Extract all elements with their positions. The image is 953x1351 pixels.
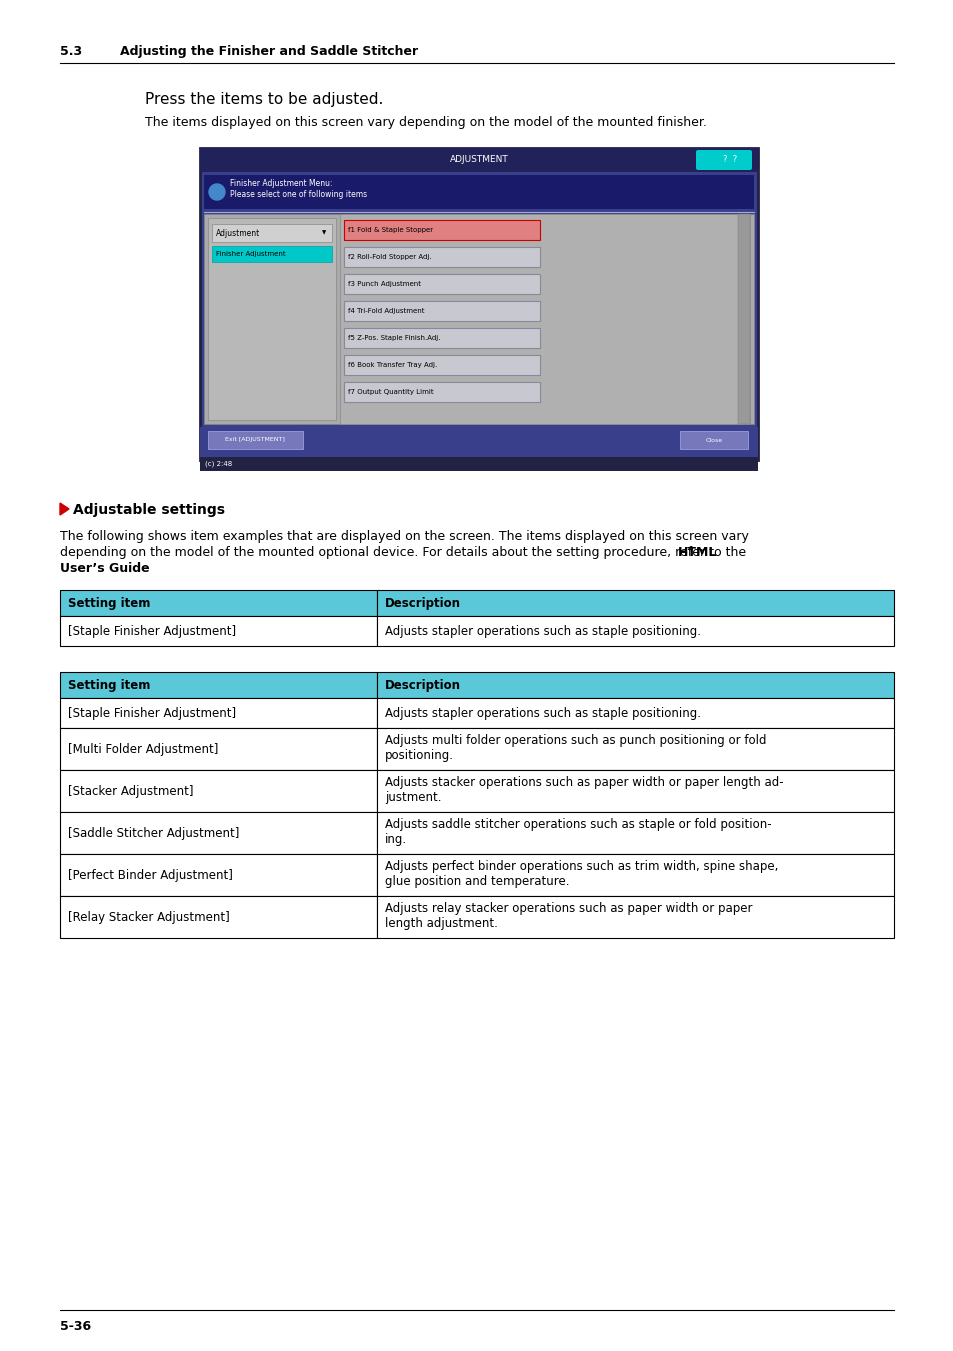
- Text: f6 Book Transfer Tray Adj.: f6 Book Transfer Tray Adj.: [348, 362, 436, 367]
- Text: Finisher Adjustment: Finisher Adjustment: [215, 251, 285, 257]
- Text: [Perfect Binder Adjustment]: [Perfect Binder Adjustment]: [68, 869, 233, 881]
- Bar: [679, 431, 747, 449]
- Text: (c) 2:48: (c) 2:48: [205, 461, 232, 467]
- Text: Adjusts multi folder operations such as punch positioning or fold
positioning.: Adjusts multi folder operations such as …: [384, 734, 765, 762]
- Text: [Staple Finisher Adjustment]: [Staple Finisher Adjustment]: [68, 707, 236, 720]
- Bar: [60, 616, 376, 646]
- Bar: [60, 728, 376, 770]
- Circle shape: [209, 184, 225, 200]
- Text: ▼: ▼: [322, 231, 326, 235]
- Text: 5-36: 5-36: [60, 1320, 91, 1333]
- Text: f2 Roll-Fold Stopper Adj.: f2 Roll-Fold Stopper Adj.: [348, 254, 431, 259]
- Bar: [344, 247, 539, 267]
- Text: .: .: [133, 562, 138, 576]
- Text: Adjustable settings: Adjustable settings: [73, 503, 225, 517]
- Text: i: i: [215, 186, 218, 197]
- Bar: [212, 246, 332, 262]
- Text: [Staple Finisher Adjustment]: [Staple Finisher Adjustment]: [68, 624, 236, 638]
- Bar: [376, 671, 893, 698]
- Text: Adjusts stapler operations such as staple positioning.: Adjusts stapler operations such as stapl…: [384, 624, 700, 638]
- Bar: [738, 213, 749, 424]
- Bar: [60, 698, 376, 728]
- Text: User’s Guide: User’s Guide: [60, 562, 150, 576]
- Text: [Stacker Adjustment]: [Stacker Adjustment]: [68, 785, 193, 797]
- Bar: [376, 616, 893, 646]
- Bar: [344, 355, 539, 376]
- Bar: [60, 770, 376, 812]
- Bar: [376, 698, 893, 728]
- Text: f1 Fold & Staple Stopper: f1 Fold & Staple Stopper: [348, 227, 433, 232]
- Text: f5 Z-Pos. Staple Finish.Adj.: f5 Z-Pos. Staple Finish.Adj.: [348, 335, 440, 340]
- Bar: [200, 427, 758, 457]
- Bar: [344, 328, 539, 349]
- Bar: [60, 896, 376, 938]
- Text: Adjusts perfect binder operations such as trim width, spine shape,
glue position: Adjusts perfect binder operations such a…: [384, 861, 778, 888]
- Text: Adjusting the Finisher and Saddle Stitcher: Adjusting the Finisher and Saddle Stitch…: [120, 45, 417, 58]
- Bar: [200, 149, 758, 172]
- Bar: [60, 812, 376, 854]
- Bar: [208, 218, 335, 420]
- Text: f4 Tri-Fold Adjustment: f4 Tri-Fold Adjustment: [348, 308, 424, 313]
- Text: Adjustment: Adjustment: [215, 228, 260, 238]
- Text: Exit [ADJUSTMENT]: Exit [ADJUSTMENT]: [225, 438, 285, 443]
- Text: HTML: HTML: [678, 546, 717, 559]
- Polygon shape: [60, 503, 69, 515]
- Text: [Relay Stacker Adjustment]: [Relay Stacker Adjustment]: [68, 911, 230, 924]
- Bar: [344, 274, 539, 295]
- Text: depending on the model of the mounted optional device. For details about the set: depending on the model of the mounted op…: [60, 546, 749, 559]
- Text: Finisher Adjustment Menu:: Finisher Adjustment Menu:: [230, 178, 333, 188]
- Bar: [200, 149, 758, 459]
- Bar: [376, 896, 893, 938]
- Text: ?  ?: ? ?: [722, 155, 737, 165]
- Text: Adjusts stapler operations such as staple positioning.: Adjusts stapler operations such as stapl…: [384, 707, 700, 720]
- Bar: [376, 590, 893, 616]
- Bar: [204, 213, 753, 424]
- Bar: [344, 382, 539, 403]
- Bar: [60, 671, 376, 698]
- Text: f3 Punch Adjustment: f3 Punch Adjustment: [348, 281, 420, 286]
- Text: Description: Description: [384, 678, 460, 692]
- Text: Please select one of following items: Please select one of following items: [230, 190, 367, 199]
- Bar: [376, 770, 893, 812]
- Text: The following shows item examples that are displayed on the screen. The items di: The following shows item examples that a…: [60, 530, 748, 543]
- Bar: [344, 220, 539, 240]
- Text: Adjusts relay stacker operations such as paper width or paper
length adjustment.: Adjusts relay stacker operations such as…: [384, 902, 752, 929]
- Bar: [212, 224, 332, 242]
- Bar: [344, 301, 539, 322]
- Bar: [60, 854, 376, 896]
- Text: [Multi Folder Adjustment]: [Multi Folder Adjustment]: [68, 743, 218, 755]
- Bar: [376, 854, 893, 896]
- Text: Press the items to be adjusted.: Press the items to be adjusted.: [145, 92, 383, 107]
- Text: Close: Close: [704, 438, 721, 443]
- Bar: [204, 176, 753, 209]
- Text: Adjusts stacker operations such as paper width or paper length ad-
justment.: Adjusts stacker operations such as paper…: [384, 775, 782, 804]
- Bar: [200, 457, 758, 471]
- Bar: [60, 590, 376, 616]
- Bar: [339, 213, 749, 424]
- Text: Setting item: Setting item: [68, 597, 151, 609]
- Text: [Saddle Stitcher Adjustment]: [Saddle Stitcher Adjustment]: [68, 827, 239, 839]
- Text: f7 Output Quantity Limit: f7 Output Quantity Limit: [348, 389, 434, 394]
- Bar: [208, 431, 303, 449]
- Text: Description: Description: [384, 597, 460, 609]
- Bar: [376, 728, 893, 770]
- Text: ADJUSTMENT: ADJUSTMENT: [449, 155, 508, 165]
- FancyBboxPatch shape: [696, 150, 751, 170]
- Text: The items displayed on this screen vary depending on the model of the mounted fi: The items displayed on this screen vary …: [145, 116, 706, 128]
- Bar: [376, 812, 893, 854]
- Text: Adjusts saddle stitcher operations such as staple or fold position-
ing.: Adjusts saddle stitcher operations such …: [384, 817, 771, 846]
- Text: 5.3: 5.3: [60, 45, 82, 58]
- Text: Setting item: Setting item: [68, 678, 151, 692]
